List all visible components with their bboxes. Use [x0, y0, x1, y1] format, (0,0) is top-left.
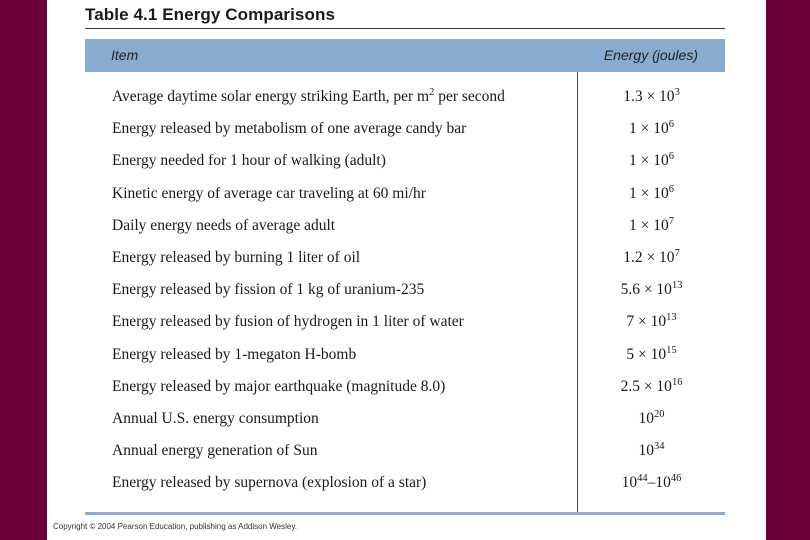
item-cell: Average daytime solar energy striking Ea… [112, 87, 505, 106]
copyright-notice: Copyright © 2004 Pearson Education, publ… [53, 522, 297, 531]
energy-cell: 1044–1046 [578, 473, 725, 492]
energy-mantissa: 1 × 10 [629, 184, 669, 202]
item-cell: Energy released by burning 1 liter of oi… [112, 248, 361, 266]
energy-table: Item Energy (joules) Average daytime sol… [85, 39, 725, 515]
energy-cell: 1 × 106 [578, 119, 725, 138]
item-cell: Annual energy generation of Sun [112, 442, 318, 460]
energy-mantissa: 5.6 × 10 [620, 281, 672, 299]
energy-exponent: 34 [654, 441, 665, 453]
energy-cell: 1 × 106 [578, 183, 725, 203]
energy-exponent: 3 [674, 87, 680, 98]
table-row: Energy needed for 1 hour of walking (adu… [85, 150, 725, 182]
energy-range-separator: –10 [647, 474, 671, 492]
energy-cell: 1020 [578, 408, 725, 428]
energy-mantissa: 1 × 10 [629, 152, 669, 170]
energy-cell: 5.6 × 1013 [578, 280, 725, 299]
energy-cell: 5 × 1015 [578, 344, 725, 364]
item-cell: Annual U.S. energy consumption [112, 409, 319, 427]
energy-cell: 1.2 × 107 [578, 247, 725, 267]
table-header: Item Energy (joules) [85, 39, 725, 72]
energy-cell: 1 × 107 [578, 215, 725, 235]
table-title: Table 4.1 Energy Comparisons [85, 5, 336, 24]
energy-cell: 1.3 × 103 [578, 87, 725, 106]
energy-exponent: 6 [668, 183, 674, 195]
energy-exponent: 7 [674, 247, 680, 259]
column-divider [577, 72, 578, 515]
table-body: Average daytime solar energy striking Ea… [85, 86, 725, 504]
energy-exponent: 6 [668, 151, 674, 163]
energy-exponent: 44 [637, 473, 648, 485]
energy-exponent: 20 [654, 408, 665, 420]
item-text-after: per second [434, 88, 505, 105]
item-superscript: 2 [429, 87, 435, 98]
item-text: Average daytime solar energy striking Ea… [112, 88, 430, 105]
table-row: Energy released by fission of 1 kg of ur… [85, 279, 725, 311]
table-row: Average daytime solar energy striking Ea… [85, 86, 725, 118]
item-cell: Kinetic energy of average car traveling … [112, 184, 426, 202]
table-bottom-rule [85, 512, 725, 515]
item-cell: Energy released by metabolism of one ave… [112, 120, 467, 138]
table-row: Energy released by metabolism of one ave… [85, 118, 725, 150]
item-cell: Energy released by 1-megaton H-bomb [112, 345, 357, 363]
table-row: Energy released by fusion of hydrogen in… [85, 311, 725, 343]
energy-cell: 7 × 1013 [578, 312, 725, 331]
table-row: Energy released by supernova (explosion … [85, 472, 725, 504]
energy-mantissa: 10 [638, 409, 655, 427]
energy-exponent: 13 [671, 280, 683, 292]
energy-cell: 2.5 × 1016 [578, 376, 725, 396]
energy-mantissa: 2.5 × 10 [620, 377, 672, 395]
energy-exponent: 15 [666, 344, 677, 356]
title-rule [85, 28, 725, 29]
energy-mantissa: 1.3 × 10 [623, 88, 675, 105]
table-row: Annual U.S. energy consumption 1020 [85, 408, 725, 440]
item-cell: Energy released by fission of 1 kg of ur… [112, 281, 425, 299]
item-cell: Energy released by major earthquake (mag… [112, 377, 446, 395]
header-energy: Energy (joules) [603, 47, 698, 63]
table-row: Annual energy generation of Sun 1034 [85, 440, 725, 472]
energy-mantissa: 7 × 10 [626, 313, 667, 331]
item-cell: Energy needed for 1 hour of walking (adu… [112, 152, 386, 170]
energy-exponent: 13 [666, 312, 677, 324]
table-row: Energy released by major earthquake (mag… [85, 376, 725, 408]
table-row: Energy released by burning 1 liter of oi… [85, 247, 725, 279]
header-item: Item [111, 47, 139, 63]
table-row: Daily energy needs of average adult 1 × … [85, 215, 725, 247]
energy-exponent: 7 [668, 215, 674, 227]
energy-exponent: 16 [671, 376, 683, 388]
energy-mantissa: 5 × 10 [626, 345, 667, 363]
item-cell: Daily energy needs of average adult [112, 216, 336, 234]
table-row: Kinetic energy of average car traveling … [85, 183, 725, 215]
energy-cell: 1 × 106 [578, 151, 725, 170]
table-row: Energy released by 1-megaton H-bomb 5 × … [85, 344, 725, 376]
slide-page: Table 4.1 Energy Comparisons Item Energy… [47, 0, 766, 540]
energy-cell: 1034 [578, 441, 725, 460]
energy-mantissa: 1.2 × 10 [623, 248, 675, 266]
item-cell: Energy released by supernova (explosion … [112, 474, 427, 492]
energy-exponent: 6 [668, 119, 674, 131]
energy-mantissa: 1 × 10 [629, 120, 669, 138]
item-cell: Energy released by fusion of hydrogen in… [112, 313, 464, 331]
energy-mantissa: 1 × 10 [629, 216, 669, 234]
energy-mantissa: 10 [638, 442, 655, 460]
energy-exponent-upper: 46 [670, 473, 682, 485]
energy-mantissa: 10 [621, 474, 638, 492]
